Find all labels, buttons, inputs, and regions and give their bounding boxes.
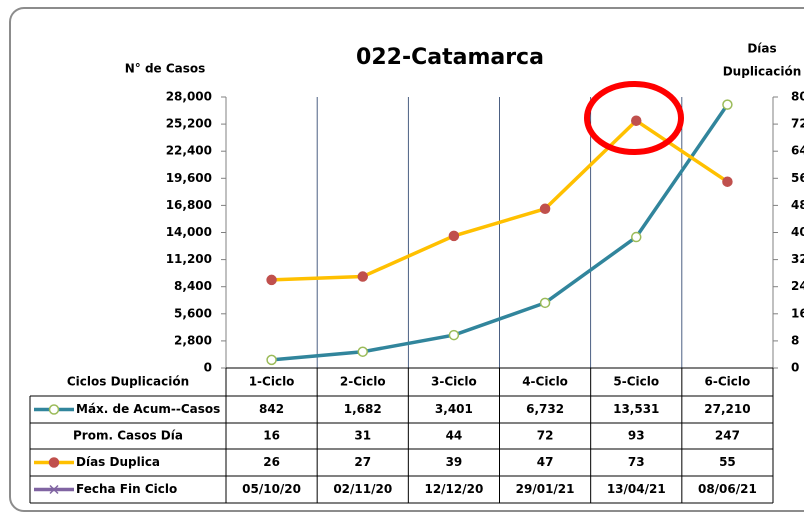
legend-marker [48, 457, 60, 468]
table-cell: 6,732 [526, 402, 564, 416]
point [631, 115, 642, 126]
y2-tick-label: 64 [791, 144, 804, 158]
table-cell: 39 [446, 455, 463, 469]
x-tick-label: 4-Ciclo [522, 375, 568, 389]
series-line [271, 118, 729, 282]
table-cell: 12/12/20 [424, 482, 483, 496]
y2-tick-label: 16 [791, 306, 804, 320]
y2-axis-title: Días [747, 42, 776, 56]
highlight-circle [584, 81, 684, 155]
x-tick-label: 2-Ciclo [340, 375, 386, 389]
x-tick-label: 5-Ciclo [613, 375, 659, 389]
y2-tick-label: 8 [791, 333, 799, 347]
point [539, 297, 551, 309]
y-tick-label: 25,200 [166, 117, 212, 131]
chart-title: 022-Catamarca [356, 45, 544, 70]
point [722, 176, 733, 187]
table-cell: 44 [446, 429, 463, 443]
y-tick-label: 11,200 [166, 252, 212, 266]
table-cell: 02/11/20 [333, 482, 392, 496]
table-cell: 26 [263, 455, 280, 469]
table-cell: 842 [259, 402, 284, 416]
table-cell: 93 [628, 429, 645, 443]
y2-tick-label: 80 [791, 90, 804, 104]
y-tick-label: 5,600 [174, 306, 212, 320]
point [266, 354, 277, 366]
legend-marker [49, 484, 59, 495]
table-cell: 72 [537, 429, 554, 443]
y-tick-label: 14,000 [166, 225, 212, 239]
point [357, 271, 368, 282]
table-cell: 1,682 [344, 402, 382, 416]
table-cell: 13,531 [613, 402, 659, 416]
point [539, 203, 551, 215]
y2-tick-label: 24 [791, 279, 804, 293]
y-tick-label: 16,800 [166, 198, 212, 212]
frame [9, 7, 804, 512]
table-cell: 27 [354, 455, 371, 469]
table-cell: 31 [354, 429, 371, 443]
y2-tick-label: 40 [791, 225, 804, 239]
y-tick-label: 19,600 [166, 171, 212, 185]
x-tick-label: 1-Ciclo [249, 375, 295, 389]
y-tick-label: 8,400 [174, 279, 212, 293]
row-label: Prom. Casos Día [73, 429, 183, 443]
legend-label: Máx. de Acum--Casos [76, 402, 220, 416]
table-cell: 3,401 [435, 402, 473, 416]
y-tick-label: 2,800 [174, 333, 212, 347]
point [266, 274, 277, 286]
table-cell: 55 [719, 455, 736, 469]
point [357, 346, 368, 357]
point [631, 231, 642, 243]
legend-marker [48, 404, 60, 415]
point [722, 99, 733, 110]
legend-label: Fecha Fin Ciclo [76, 482, 177, 496]
table-cell: 47 [537, 455, 554, 469]
y-tick-label: 0 [204, 361, 212, 375]
y2-tick-label: 48 [791, 198, 804, 212]
table-cell: 29/01/21 [516, 482, 575, 496]
table-cell: 05/10/20 [242, 482, 301, 496]
table-cell: 247 [715, 429, 740, 443]
point [448, 230, 460, 242]
y2-axis-title: Duplicación [723, 65, 802, 79]
y2-tick-label: 0 [791, 361, 799, 375]
table-cell: 08/06/21 [698, 482, 757, 496]
table-cell: 16 [263, 429, 280, 443]
point [448, 329, 460, 341]
x-tick-label: 6-Ciclo [705, 375, 751, 389]
y2-tick-label: 72 [791, 117, 804, 131]
table-cell: 27,210 [704, 402, 750, 416]
y2-tick-label: 56 [791, 171, 804, 185]
y-tick-label: 22,400 [166, 144, 212, 158]
y2-tick-label: 32 [791, 252, 804, 266]
table-cell: 13/04/21 [607, 482, 666, 496]
y-tick-label: 28,000 [166, 90, 212, 104]
table-cell: 73 [628, 455, 645, 469]
x-axis-title: Ciclos Duplicación [67, 375, 189, 389]
series-line [271, 103, 729, 362]
y-axis-title: N° de Casos [125, 62, 206, 76]
legend-label: Días Duplica [76, 455, 160, 469]
x-tick-label: 3-Ciclo [431, 375, 477, 389]
